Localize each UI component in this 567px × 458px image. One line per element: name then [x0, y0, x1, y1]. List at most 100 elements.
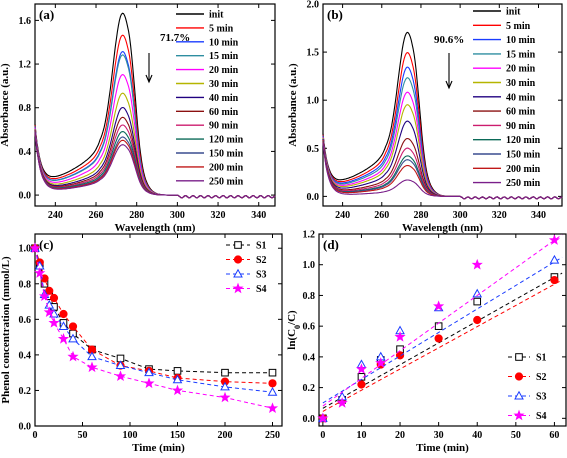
data-point [434, 334, 443, 343]
series-S2 [318, 275, 563, 423]
data-point [68, 322, 78, 331]
data-point [267, 386, 278, 396]
y-axis-label-part: ln(C [286, 329, 298, 350]
series-line [34, 248, 273, 384]
data-point [514, 390, 524, 400]
x-tick-label: 60 [549, 430, 559, 441]
y-axis-label-subscript: 0 [293, 325, 302, 329]
legend-label: 10 min [209, 37, 239, 48]
decrease-arrow [145, 53, 153, 84]
fit-line [322, 272, 563, 409]
data-point [433, 300, 445, 311]
data-point [59, 309, 68, 319]
y-tick-label: 0.5 [307, 144, 320, 155]
x-tick-label: 50 [78, 430, 88, 441]
plot-frame [318, 233, 567, 427]
y-tick-label: 0.0 [19, 422, 32, 433]
plot-frame [34, 3, 276, 207]
legend-label: S4 [536, 411, 547, 422]
data-point [48, 317, 60, 328]
legend-label: 90 min [209, 121, 239, 132]
y-tick-label: 1.5 [307, 48, 320, 59]
series-line-250-min [34, 131, 276, 199]
data-point [473, 315, 482, 325]
x-tick-label: 100 [123, 430, 138, 441]
data-point [172, 374, 183, 384]
y-tick-label: 0.4 [19, 147, 32, 158]
removal-annotation: 90.6% [434, 34, 464, 46]
x-tick-label: 40 [472, 430, 482, 441]
legend-label: 40 min [209, 93, 239, 104]
panel-2-series [322, 31, 563, 200]
removal-annotation: 71.7% [160, 32, 190, 44]
data-point [68, 333, 78, 343]
series-S2 [30, 244, 277, 388]
legend-label: 250 min [209, 176, 244, 187]
data-point [233, 255, 243, 264]
data-point [43, 306, 55, 317]
data-point [233, 268, 243, 278]
x-axis-label: Time (min) [416, 442, 469, 454]
y-tick-label: 2.0 [307, 0, 320, 11]
y-axis-label-part: /C) [286, 310, 298, 326]
fit-line [322, 234, 563, 407]
legend: S1 S2 S3 S4 [508, 353, 547, 422]
legend-label: 60 min [506, 107, 536, 118]
data-point [268, 368, 277, 377]
x-tick-label: 10 [356, 430, 366, 441]
data-point [513, 409, 525, 421]
plot-frame [322, 3, 563, 207]
legend-label: S2 [536, 372, 547, 383]
x-axis-label: Time (min) [132, 442, 185, 454]
legend-label: 250 min [506, 178, 541, 189]
data-point [473, 297, 482, 306]
data-point [472, 288, 483, 298]
data-point [357, 373, 366, 381]
data-point [87, 351, 97, 361]
x-tick-label: 300 [170, 210, 185, 221]
legend: init 5 min 10 min 15 min 20 min 30 min 40 min 6… [473, 7, 541, 189]
x-tick-label: 250 [265, 430, 280, 441]
data-point [471, 258, 483, 270]
panel-4-axes: 0 10 20 30 40 50 60 0.0 0.2 0.4 0.6 0.8 1.0 1.2 Time (… [303, 230, 567, 454]
data-point [115, 360, 126, 370]
x-tick-label: 0 [320, 430, 325, 441]
legend-label: S3 [536, 392, 547, 403]
panel-3-axes: 0 50 100 150 200 250 0.0 0.2 0.4 0.6 0.8 1.0 Time (m… [19, 233, 283, 454]
data-point [550, 275, 559, 285]
y-axis-label: ln(C0/C) [286, 310, 302, 350]
data-point [38, 290, 51, 301]
plot-frame [34, 233, 283, 427]
series-line-5-min [34, 34, 276, 199]
data-point [268, 379, 277, 388]
data-point [220, 381, 230, 391]
legend-label: 150 min [506, 150, 541, 161]
x-tick-label: 50 [511, 430, 521, 441]
data-point [232, 282, 244, 294]
panel-label: (c) [39, 237, 53, 252]
data-point [434, 322, 443, 330]
legend-label: 90 min [506, 121, 536, 132]
legend-label: 5 min [506, 21, 531, 32]
x-tick-label: 260 [374, 210, 389, 221]
legend-label: S1 [536, 353, 547, 364]
data-point [375, 357, 387, 368]
arrow-head [445, 80, 453, 90]
data-point [221, 368, 229, 377]
data-point [336, 397, 348, 408]
series-line [34, 248, 273, 374]
y-tick-label: 0.8 [303, 291, 316, 302]
y-tick-label: 0.2 [303, 383, 316, 394]
x-tick-label: 200 [218, 430, 233, 441]
y-tick-label: 0.6 [19, 315, 32, 326]
data-point [357, 380, 366, 389]
x-tick-label: 340 [531, 210, 546, 221]
legend-label: 150 min [209, 149, 244, 160]
data-point [171, 384, 184, 396]
legend-label: 200 min [209, 162, 244, 173]
y-axis-label: Absorbance (a.u.) [287, 63, 299, 147]
legend-label: init [506, 7, 521, 18]
legend-label: 10 min [506, 35, 536, 46]
y-tick-label: 0.0 [19, 191, 32, 202]
legend-label: 60 min [209, 107, 239, 118]
